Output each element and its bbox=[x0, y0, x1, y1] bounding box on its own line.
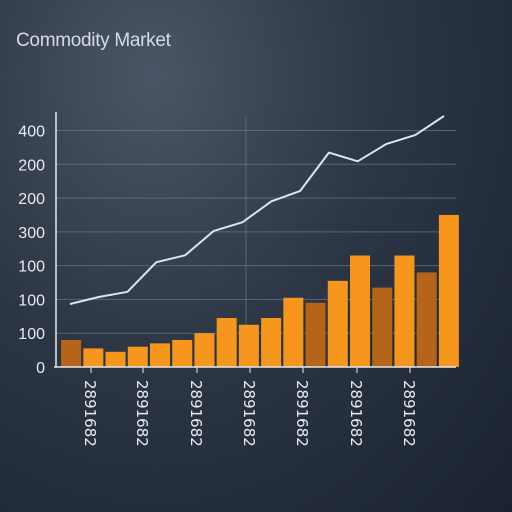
x-tick-label: 2891682 bbox=[400, 380, 418, 447]
x-tick-label: 2891682 bbox=[133, 380, 151, 447]
bar bbox=[327, 280, 348, 367]
trend-line bbox=[69, 115, 445, 305]
bar bbox=[350, 255, 370, 367]
x-tick-label: 2891682 bbox=[187, 380, 205, 447]
y-tick-labels: 0 100 100 100 300 200 200 400 bbox=[18, 124, 45, 377]
y-tick-label: 300 bbox=[18, 225, 45, 242]
y-tick-label: 0 bbox=[36, 360, 45, 377]
y-tick-label: 200 bbox=[18, 191, 45, 208]
bar bbox=[194, 333, 215, 367]
x-tick-label: 2891682 bbox=[347, 380, 365, 447]
bar bbox=[438, 214, 459, 367]
x-tick-label: 2891682 bbox=[293, 380, 311, 447]
y-tick-label: 400 bbox=[18, 124, 45, 141]
bar bbox=[105, 351, 126, 367]
bar bbox=[283, 297, 304, 367]
bar bbox=[172, 339, 193, 367]
x-tick-labels: 2891682 2891682 2891682 2891682 2891682 28916… bbox=[81, 367, 418, 447]
y-tick-label: 200 bbox=[18, 157, 45, 174]
axes bbox=[54, 112, 456, 368]
bar bbox=[416, 272, 437, 367]
y-tick-label: 100 bbox=[18, 326, 45, 343]
bar bbox=[305, 302, 326, 367]
bars bbox=[61, 214, 459, 367]
x-tick-label: 2891682 bbox=[240, 380, 258, 447]
y-tick-label: 100 bbox=[18, 292, 45, 309]
bar bbox=[238, 324, 259, 367]
bar bbox=[150, 343, 170, 367]
bar bbox=[372, 287, 393, 367]
bar bbox=[61, 339, 82, 367]
bar bbox=[261, 318, 282, 367]
series-line bbox=[69, 115, 445, 305]
chart-title: Commodity Market bbox=[16, 30, 171, 51]
bar bbox=[394, 255, 415, 367]
bar bbox=[127, 346, 148, 367]
x-tick-label: 2891682 bbox=[81, 380, 99, 447]
y-tick-label: 100 bbox=[18, 259, 45, 276]
bar bbox=[216, 318, 237, 367]
bar bbox=[83, 348, 104, 367]
